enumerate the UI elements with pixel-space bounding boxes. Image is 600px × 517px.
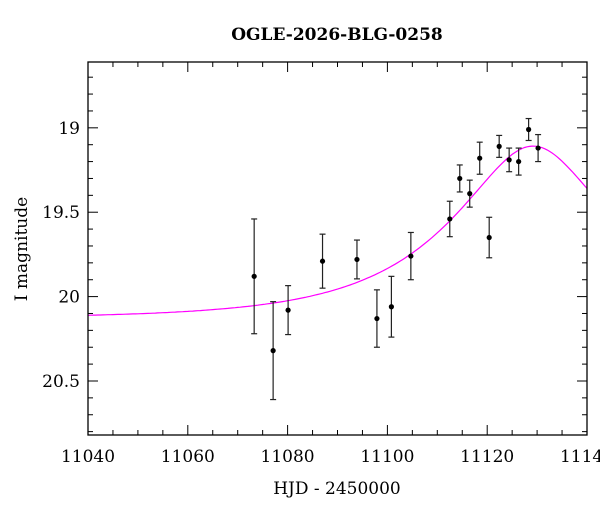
data-point	[388, 275, 395, 338]
point-marker	[285, 307, 291, 313]
data-point	[446, 200, 453, 238]
point-marker	[270, 348, 276, 354]
data-point	[373, 289, 380, 348]
x-tick-label: 11140	[560, 447, 600, 467]
data-points	[251, 117, 542, 401]
point-marker	[388, 304, 394, 310]
data-point	[456, 164, 463, 193]
data-point	[496, 134, 503, 158]
plot-frame	[87, 61, 588, 436]
data-point	[407, 231, 414, 281]
data-point	[251, 218, 258, 335]
data-point	[319, 233, 326, 289]
x-axis-label: HJD - 2450000	[273, 479, 401, 499]
x-tick-label: 11100	[360, 447, 414, 467]
data-point	[285, 285, 292, 336]
data-point	[515, 147, 522, 176]
x-tick-label: 11040	[61, 447, 115, 467]
x-tick-label: 11120	[460, 447, 514, 467]
data-point	[466, 179, 473, 208]
point-marker	[354, 256, 360, 263]
point-marker	[506, 157, 512, 163]
y-tick-label: 19	[58, 119, 80, 139]
data-point	[270, 301, 277, 401]
data-point	[525, 117, 532, 142]
chart-title: OGLE-2026-BLG-0258	[231, 25, 443, 45]
model-curve	[87, 145, 588, 316]
point-marker	[496, 143, 502, 149]
point-marker	[457, 175, 463, 182]
y-axis-label: I magnitude	[12, 197, 32, 301]
data-point	[506, 147, 513, 173]
data-point	[476, 141, 483, 175]
point-marker	[319, 258, 326, 264]
data-point	[535, 133, 542, 163]
x-tick-label: 11060	[161, 447, 215, 467]
point-marker	[447, 216, 453, 222]
point-marker	[516, 158, 522, 165]
y-tick-labels: 19 19.5 20 20.5	[42, 119, 80, 392]
y-tick-label: 20	[58, 288, 80, 308]
point-marker	[526, 126, 532, 133]
data-point	[353, 239, 360, 280]
point-marker	[535, 145, 541, 151]
model-curve-group	[87, 145, 588, 316]
data-point	[486, 216, 493, 259]
point-marker	[251, 273, 257, 279]
point-marker	[486, 234, 492, 241]
x-tick-label: 11080	[261, 447, 315, 467]
point-marker	[408, 253, 414, 259]
y-tick-label: 19.5	[42, 203, 80, 223]
y-tick-label: 20.5	[42, 372, 80, 392]
point-marker	[477, 155, 483, 161]
axis-ticks	[87, 62, 588, 435]
x-tick-labels: 11040 11060 11080 11100 11120 11140	[61, 447, 600, 467]
point-marker	[374, 315, 380, 322]
point-marker	[467, 191, 473, 197]
